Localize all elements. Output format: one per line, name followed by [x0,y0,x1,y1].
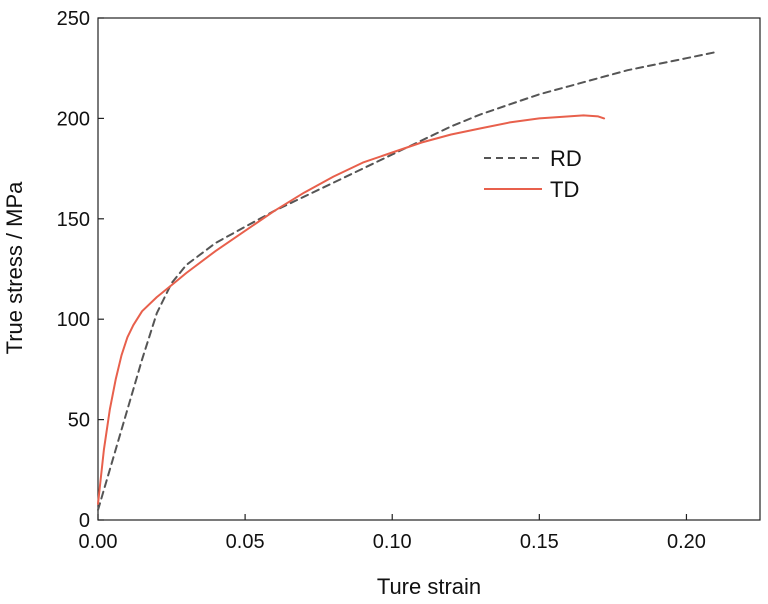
x-tick-label: 0.05 [226,531,265,553]
x-tick-label: 0.20 [667,531,706,553]
series-line-rd [97,51,717,511]
legend-label-rd: RD [550,146,582,171]
y-axis-ticks: 0 50 100 150 200 250 [57,8,104,532]
legend-label-td: TD [550,177,579,202]
legend: RD TD [484,146,582,202]
y-tick-label: 150 [57,209,90,231]
series-line-td [97,114,606,505]
x-axis-ticks: 0.00 0.05 0.10 0.15 0.20 [79,514,706,553]
y-tick-label: 250 [57,8,90,30]
plot-frame [97,17,761,521]
x-tick-label: 0.10 [373,531,412,553]
x-tick-label: 0.00 [79,531,118,553]
y-tick-label: 200 [57,108,90,130]
series-layer [97,51,717,511]
y-tick-label: 50 [68,410,90,432]
y-tick-label: 100 [57,309,90,331]
x-axis-title: Ture strain [377,574,481,599]
y-axis-title: True stress / MPa [2,181,27,355]
x-tick-label: 0.15 [520,531,559,553]
y-tick-label: 0 [79,510,90,532]
plot-area [97,17,761,521]
